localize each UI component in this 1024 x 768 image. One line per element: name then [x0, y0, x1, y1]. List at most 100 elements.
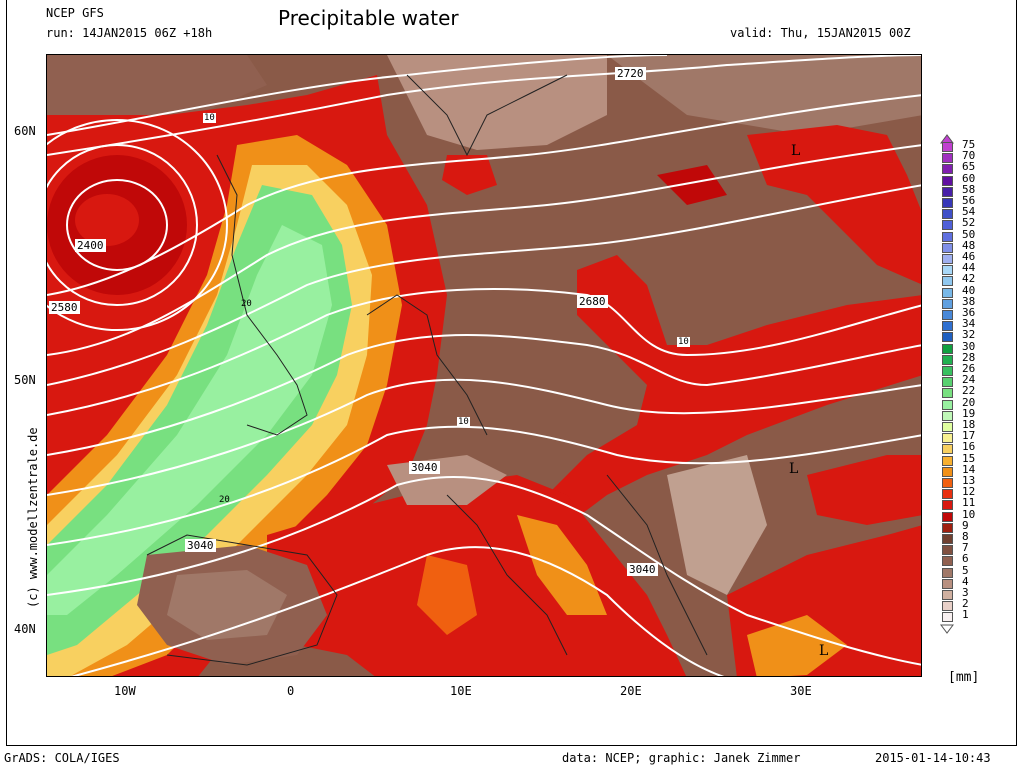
lon-label: 20E: [620, 684, 642, 698]
colorbar-label: 13: [962, 474, 976, 487]
colorbar-swatch: [942, 186, 953, 197]
colorbar-swatch: [942, 388, 953, 399]
contour-line: [47, 334, 921, 456]
contour-label: 2580: [49, 301, 80, 314]
colorbar-label: 26: [962, 362, 976, 375]
colorbar-label: 60: [962, 171, 976, 185]
colorbar-swatch: [942, 578, 953, 589]
colorbar-label: 50: [962, 227, 976, 241]
colorbar-swatch: [942, 231, 953, 242]
colorbar-label: 75: [962, 138, 976, 151]
coastline-britain: [216, 154, 308, 436]
colorbar-swatch: [942, 198, 953, 208]
colorbar-swatch: [942, 276, 953, 287]
colorbar-label: 34: [962, 317, 976, 331]
footer-software: GrADS: COLA/IGES: [4, 751, 120, 765]
colorbar-swatch: [942, 410, 953, 421]
colorbar-swatch: [942, 242, 953, 253]
coastline-scandinavia: [406, 74, 568, 157]
colorbar-swatch: [942, 265, 953, 276]
contour-closed: [66, 179, 168, 271]
colorbar-label: 4: [962, 574, 969, 588]
contour-line: [47, 425, 921, 546]
colorbar-swatch: [942, 433, 953, 444]
contour-line: [70, 546, 725, 676]
colorbar-swatch: [942, 332, 953, 343]
footer-credits: data: NCEP; graphic: Janek Zimmer: [562, 751, 801, 765]
contour-line: [47, 288, 921, 416]
lon-label: 10E: [450, 684, 472, 698]
lat-label: 50N: [14, 373, 36, 387]
contour-line: [47, 94, 921, 296]
colorbar-label: 7: [962, 541, 969, 555]
moist-tyrrhenian: [417, 555, 477, 635]
colorbar-label: 3: [962, 586, 969, 599]
colorbar-swatch: [942, 377, 953, 388]
colorbar-swatch: [942, 534, 953, 544]
colorbar-swatch: [942, 567, 953, 578]
contour-label: 10: [677, 337, 690, 347]
colorbar-swatch: [942, 466, 953, 477]
colorbar-label: 36: [962, 306, 976, 319]
colorbar-label: 54: [962, 205, 976, 219]
contour-line: [47, 144, 921, 356]
credit-text: (c) www.modellzentrale.de: [26, 427, 40, 608]
coastline-italy: [446, 494, 568, 656]
colorbar-min-arrow: [940, 624, 954, 634]
lon-label: 10W: [114, 684, 136, 698]
contour-label: 3040: [409, 461, 440, 474]
colorbar-swatch: [942, 287, 953, 298]
colorbar-swatch: [942, 601, 953, 612]
colorbar-label: 38: [962, 294, 976, 308]
colorbar-label: 12: [962, 485, 976, 499]
contour-label: 2400: [75, 239, 106, 252]
colorbar-label: 18: [962, 418, 976, 431]
moist-patch: [442, 155, 497, 195]
colorbar-label: 15: [962, 451, 976, 465]
colorbar-label: 22: [962, 384, 976, 398]
colorbar-label: 40: [962, 283, 976, 297]
moist-adriatic: [517, 515, 607, 615]
colorbar-swatch: [942, 209, 953, 220]
moist-mediterranean: [267, 475, 687, 676]
colorbar-label: 5: [962, 563, 969, 577]
colorbar-swatch: [942, 612, 953, 623]
colorbar-swatch: [942, 444, 953, 455]
run-info: run: 14JAN2015 06Z +18h: [46, 26, 213, 40]
low-pressure-marker: L: [791, 143, 801, 159]
lat-label: 40N: [14, 622, 36, 636]
contour-label: 3040: [627, 563, 658, 576]
contour-line: [47, 55, 921, 156]
low-pressure-marker: L: [789, 461, 799, 477]
colorbar-label: 8: [962, 530, 969, 543]
lat-label: 60N: [14, 124, 36, 138]
low-pressure-core: [75, 194, 139, 246]
contour-label: 10: [203, 113, 216, 123]
coastline-continent: [366, 294, 488, 436]
moist-tongue-east: [547, 255, 921, 525]
colorbar-swatch: [942, 422, 953, 432]
contour-line: [47, 184, 921, 386]
colorbar-swatch: [942, 590, 953, 600]
colorbar-swatch: [942, 354, 953, 365]
colorbar-swatch: [942, 321, 953, 332]
moist-blacksea: [807, 455, 921, 525]
model-name: NCEP GFS: [46, 6, 104, 20]
contour-closed: [47, 144, 198, 306]
contour-label: 2720: [615, 67, 646, 80]
colorbar-swatch: [942, 545, 953, 556]
colorbar-label: 30: [962, 339, 976, 353]
valid-time: valid: Thu, 15JAN2015 00Z: [730, 26, 911, 40]
contour-label: 20: [241, 299, 252, 309]
colorbar-swatch: [942, 500, 953, 511]
colorbar-swatch: [942, 298, 953, 309]
colorbar-swatch: [942, 175, 953, 186]
colorbar-swatch: [942, 399, 953, 410]
moist-patch: [657, 165, 727, 205]
colorbar-swatch: [942, 556, 953, 567]
colorbar-label: 2: [962, 597, 969, 611]
contour-label: 10: [457, 417, 470, 427]
contour-label: 2680: [577, 295, 608, 308]
colorbar-swatch: [942, 455, 953, 466]
colorbar-label: 1: [962, 608, 969, 622]
